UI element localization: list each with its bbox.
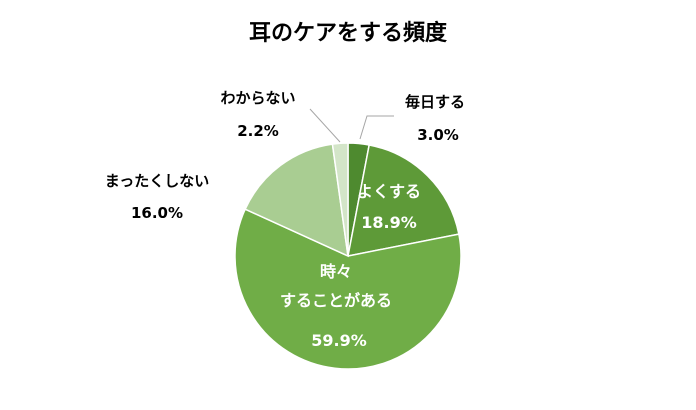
chart-title: 耳のケアをする頻度 (249, 20, 448, 46)
pie-slice-1 (347, 144, 460, 257)
leader-line-0 (359, 115, 394, 140)
pie-slice-3 (244, 143, 349, 258)
leader-lines (309, 108, 394, 143)
pie-slice-4 (331, 142, 349, 257)
slice-label-4: わからない (220, 89, 295, 107)
slice-value-4: 2.2% (237, 122, 279, 140)
slice-label-1: よくする (357, 182, 421, 201)
slice-label-2-line-0: 時々 (320, 262, 352, 281)
pie-slices (234, 142, 462, 370)
slice-value-1: 18.9% (361, 213, 417, 232)
leader-line-4 (309, 108, 341, 143)
slice-label-2-line-1: することがある (280, 291, 392, 310)
slice-label-0: 毎日する (405, 93, 465, 111)
slice-value-3: 16.0% (131, 204, 183, 222)
pie-slice-2 (234, 208, 462, 370)
slice-label-3: まったくしない (105, 172, 209, 190)
slice-value-0: 3.0% (417, 126, 459, 144)
slice-value-2: 59.9% (311, 331, 367, 350)
